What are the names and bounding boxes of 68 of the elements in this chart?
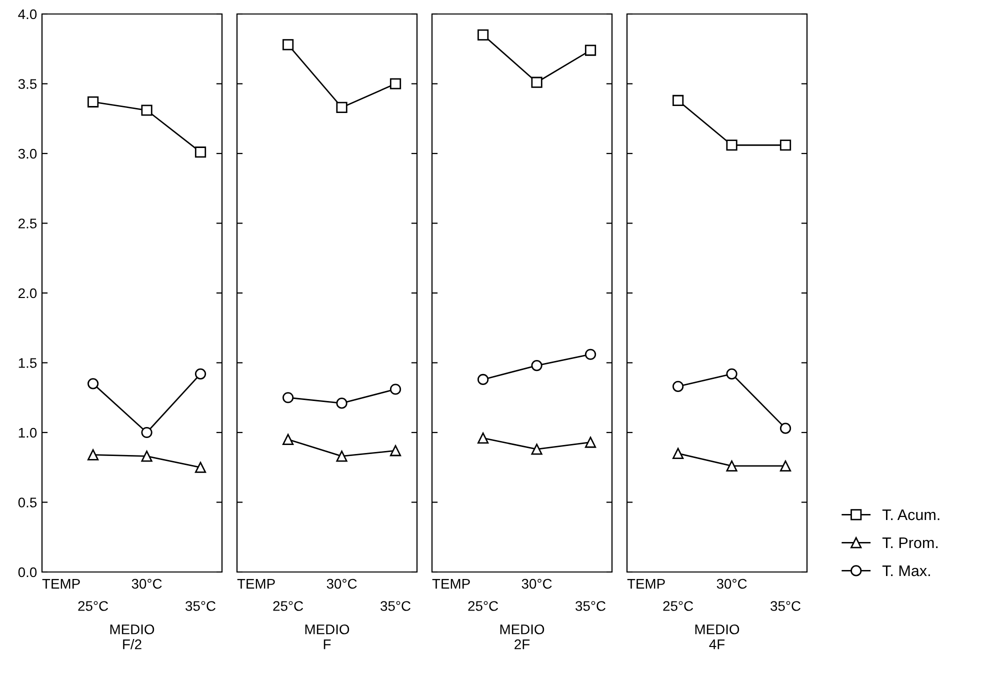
point	[672, 94, 684, 106]
point	[336, 450, 348, 462]
x-tick-label: 30°C	[326, 578, 357, 589]
x-tick-label: 35°C	[576, 601, 606, 611]
point	[336, 398, 348, 409]
point	[726, 140, 738, 151]
y-tick-label: 1.0	[18, 428, 37, 438]
point	[584, 436, 596, 448]
x-tick-label: 30°C	[522, 578, 552, 589]
point	[726, 460, 738, 472]
point	[672, 380, 684, 392]
x-tick-label: 35°C	[380, 601, 410, 611]
x-axis-title: MEDIO 4F	[695, 624, 740, 650]
point	[531, 444, 542, 455]
point	[390, 384, 402, 395]
point	[87, 96, 99, 108]
y-tick-label: 2.5	[18, 218, 37, 228]
point	[584, 44, 596, 56]
point	[141, 426, 152, 438]
point	[336, 102, 348, 114]
legend-label: T. Max.	[882, 566, 930, 576]
x-tick-label: 35°C	[770, 601, 800, 611]
point	[584, 348, 596, 360]
x-tick-label: 35°C	[186, 601, 216, 611]
point	[780, 140, 792, 151]
point	[141, 450, 152, 462]
point	[726, 368, 738, 380]
x-axis-title: MEDIO F	[305, 624, 350, 650]
point	[780, 422, 792, 434]
y-tick-label: 2.0	[18, 288, 37, 298]
legend-label: T. Prom.	[882, 538, 938, 548]
point	[87, 449, 99, 460]
legend-label: T. Acum.	[882, 510, 940, 520]
point	[282, 434, 294, 446]
text: TEMP	[627, 579, 665, 589]
x-tick-label: 25°C	[468, 601, 498, 611]
y-tick-label: 0.5	[18, 498, 37, 508]
text: TEMP	[42, 579, 80, 589]
text: TEMP	[237, 579, 275, 589]
y-tick-label: 0.0	[18, 567, 37, 578]
point	[390, 445, 402, 456]
x-tick-label: 30°C	[716, 578, 747, 589]
x-tick-label: 25°C	[273, 601, 304, 611]
point	[477, 374, 489, 386]
point	[477, 29, 489, 40]
y-tick-label: 3.0	[18, 148, 37, 159]
point	[531, 360, 542, 372]
x-axis-title: MEDIO F/2	[110, 624, 154, 650]
point	[531, 76, 542, 88]
y-tick-label: 1.5	[18, 358, 37, 368]
point	[194, 368, 206, 380]
point	[390, 78, 402, 90]
text: TEMP	[432, 579, 470, 589]
point	[672, 448, 684, 459]
point	[87, 378, 99, 390]
point	[477, 432, 489, 444]
point	[141, 104, 152, 116]
point	[194, 462, 206, 473]
point	[194, 146, 206, 158]
x-tick-label: 25°C	[663, 601, 694, 611]
y-tick-label: 3.5	[18, 79, 37, 89]
x-axis-title: MEDIO 2F	[500, 624, 544, 650]
point	[780, 460, 792, 472]
point	[282, 392, 294, 404]
x-tick-label: 25°C	[78, 601, 108, 611]
y-tick-label: 4.0	[18, 9, 37, 20]
x-tick-label: 30°C	[132, 578, 162, 589]
point	[282, 39, 294, 50]
